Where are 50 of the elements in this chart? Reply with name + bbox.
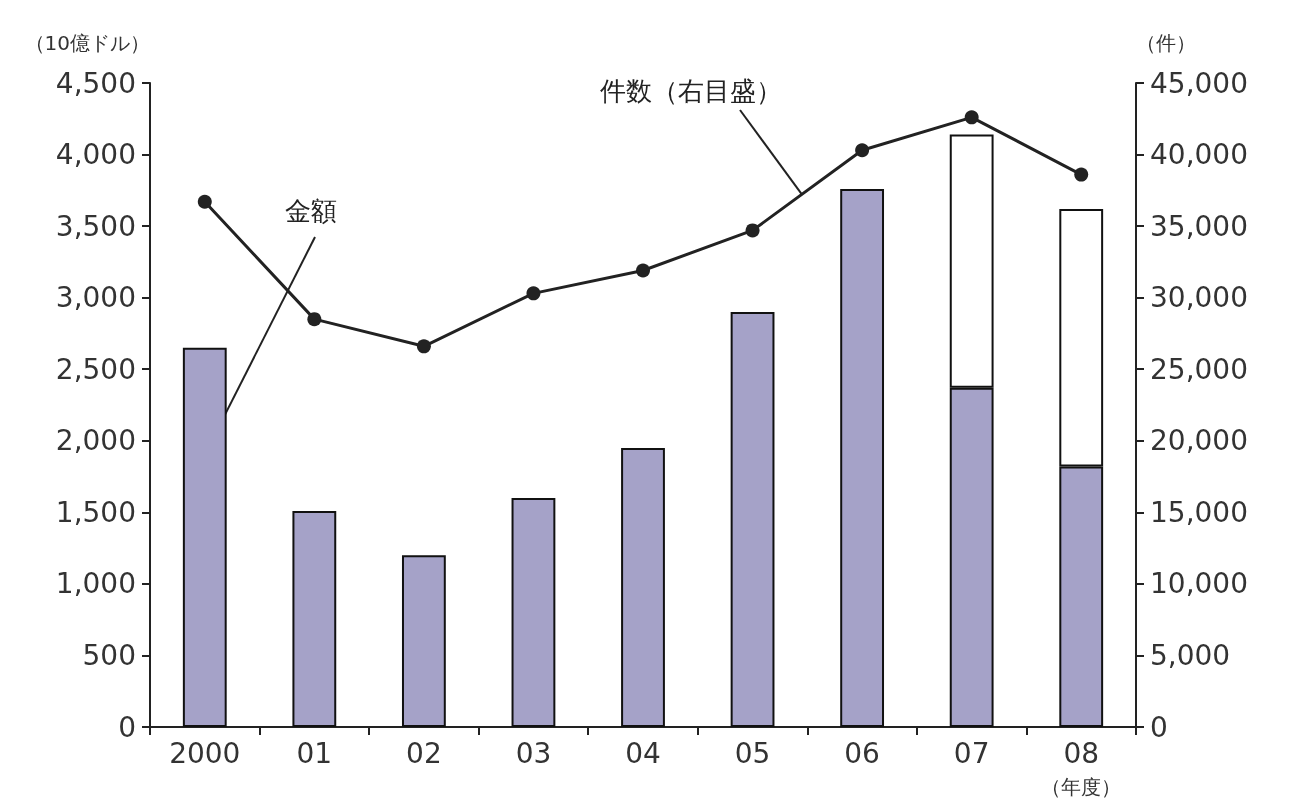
y-tick-label: 0: [118, 710, 136, 744]
y-tick-label: 2,000: [55, 424, 136, 458]
y-axis-title: （10億ドル）: [24, 31, 150, 55]
x-tick-label: 06: [844, 736, 880, 770]
y2-tick-label: 35,000: [1150, 209, 1248, 243]
x-tick-label: 05: [734, 736, 771, 770]
x-tick-label: 02: [406, 736, 442, 770]
point: [855, 143, 870, 158]
bar: [511, 498, 556, 727]
y2-tick-label: 15,000: [1150, 495, 1248, 529]
y-tick-label: 4,500: [55, 66, 136, 100]
y2-tick-label: 40,000: [1150, 138, 1248, 172]
point: [416, 339, 431, 354]
y2-axis-title: （件）: [1136, 31, 1196, 55]
y2-tick-label: 5,000: [1150, 638, 1231, 672]
point: [526, 286, 541, 301]
x-tick-label: 07: [953, 736, 990, 770]
x-axis-title: （年度）: [1041, 775, 1122, 799]
x-tick-label: 04: [625, 736, 661, 770]
y-tick-label: 3,000: [55, 281, 136, 315]
point: [745, 223, 760, 238]
bar: [292, 510, 337, 727]
x-tick-label: 01: [296, 736, 333, 770]
bar: [840, 188, 885, 727]
point: [307, 312, 322, 327]
point: [197, 194, 212, 209]
y2-tick-label: 10,000: [1150, 567, 1248, 601]
y-tick-label: 1,500: [55, 495, 136, 529]
y-tick-label: 2,500: [55, 352, 136, 386]
bar: [401, 555, 446, 727]
bar: [730, 311, 775, 727]
point: [964, 110, 979, 125]
x-tick-label: 2000: [169, 736, 241, 770]
y-tick-label: 1,000: [55, 567, 136, 601]
text: 件数（右目盛）: [600, 76, 782, 106]
y2-tick-label: 20,000: [1150, 424, 1248, 458]
y2-tick-label: 25,000: [1150, 352, 1248, 386]
y-tick-label: 500: [82, 638, 136, 672]
bar: [182, 347, 227, 727]
y2-tick-label: 0: [1150, 710, 1168, 744]
y-tick-label: 3,500: [55, 209, 136, 243]
y-tick-label: 4,000: [55, 138, 136, 172]
text: 金額: [285, 196, 337, 226]
point: [636, 263, 650, 278]
x-tick-label: 03: [515, 736, 552, 770]
y2-tick-label: 45,000: [1150, 66, 1248, 100]
x-tick-label: 08: [1063, 736, 1100, 770]
bar: [621, 447, 665, 727]
point: [1074, 167, 1089, 182]
y2-tick-label: 30,000: [1150, 281, 1248, 315]
